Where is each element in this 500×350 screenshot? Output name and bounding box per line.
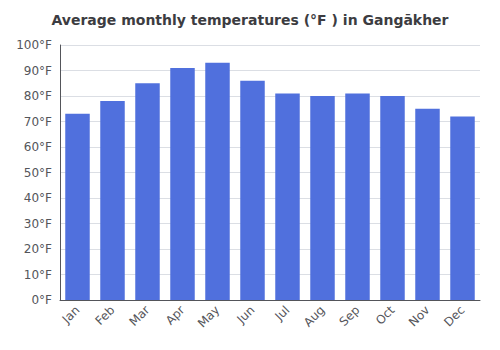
svg-text:Average monthly temperatures (: Average monthly temperatures (°F ) in Ga… xyxy=(51,12,448,28)
svg-text:Dec: Dec xyxy=(441,303,467,329)
svg-text:20°F: 20°F xyxy=(24,242,52,256)
svg-text:Jun: Jun xyxy=(234,303,258,327)
svg-text:Jan: Jan xyxy=(59,303,83,327)
svg-text:0°F: 0°F xyxy=(31,293,52,307)
svg-text:10°F: 10°F xyxy=(24,268,52,282)
svg-text:Apr: Apr xyxy=(163,303,188,328)
svg-text:May: May xyxy=(195,303,222,330)
svg-text:50°F: 50°F xyxy=(24,166,52,180)
svg-text:100°F: 100°F xyxy=(16,38,52,52)
svg-text:Jul: Jul xyxy=(272,303,293,324)
svg-text:Nov: Nov xyxy=(406,303,432,329)
svg-text:30°F: 30°F xyxy=(24,217,52,231)
svg-text:Sep: Sep xyxy=(337,303,363,329)
svg-text:70°F: 70°F xyxy=(24,115,52,129)
svg-text:Mar: Mar xyxy=(127,303,153,329)
svg-text:Aug: Aug xyxy=(301,303,327,329)
svg-text:90°F: 90°F xyxy=(24,64,52,78)
svg-text:80°F: 80°F xyxy=(24,89,52,103)
svg-text:40°F: 40°F xyxy=(24,191,52,205)
svg-text:Oct: Oct xyxy=(373,303,398,328)
svg-text:Feb: Feb xyxy=(93,303,118,328)
svg-text:60°F: 60°F xyxy=(24,140,52,154)
